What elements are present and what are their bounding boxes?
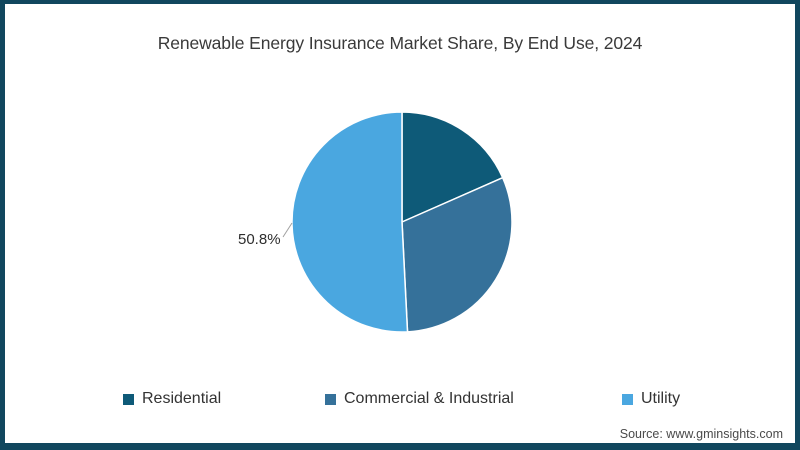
pie-slice-utility bbox=[291, 111, 409, 333]
pie-chart bbox=[291, 111, 513, 333]
legend-marker-commercial-industrial bbox=[325, 393, 336, 405]
legend-marker-utility bbox=[622, 393, 633, 405]
legend-label-residential: Residential bbox=[142, 390, 222, 407]
legend-item-commercial-industrial: Commercial & Industrial bbox=[325, 390, 514, 408]
pie-slice-residential bbox=[401, 111, 504, 223]
legend-label-utility: Utility bbox=[641, 390, 681, 407]
leader-line-segment bbox=[282, 222, 293, 238]
source-text: Source: www.gminsights.com bbox=[619, 427, 783, 441]
legend-item-residential: Residential bbox=[123, 390, 221, 408]
utility-share-data-label: 50.8% bbox=[238, 231, 281, 248]
legend-label-commercial-industrial: Commercial & Industrial bbox=[344, 390, 514, 407]
label-leader-line bbox=[282, 222, 293, 238]
legend-marker-residential bbox=[123, 393, 134, 405]
legend-item-utility: Utility bbox=[622, 390, 680, 408]
chart-title: Renewable Energy Insurance Market Share,… bbox=[157, 33, 643, 53]
pie-slice-commercial-industrial bbox=[401, 176, 513, 333]
